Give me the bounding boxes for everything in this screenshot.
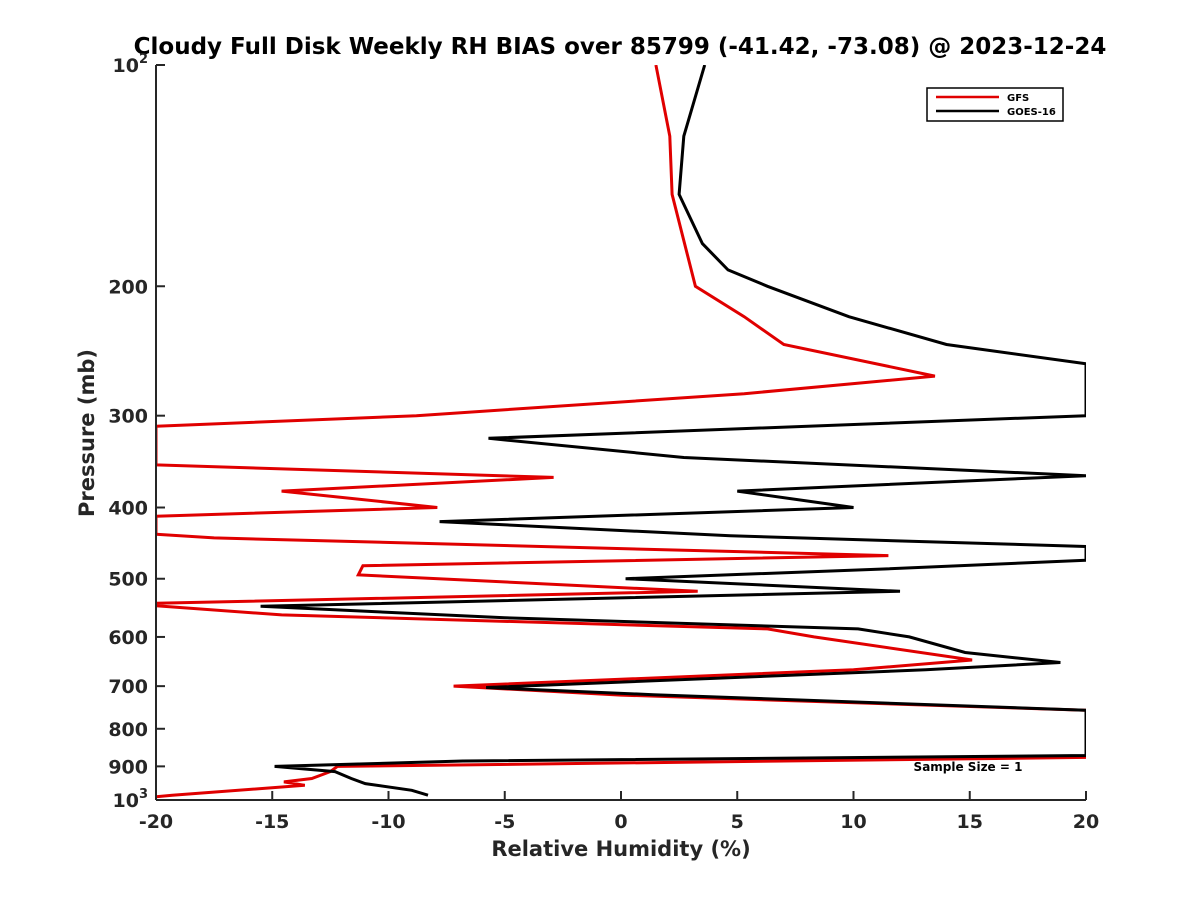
y-tick-label: 600 xyxy=(108,627,148,649)
chart-title: Cloudy Full Disk Weekly RH BIAS over 857… xyxy=(134,34,1107,60)
y-tick-label: 103 xyxy=(113,787,149,812)
y-tick-label: 200 xyxy=(108,276,148,298)
series-layer xyxy=(156,65,1086,799)
x-tick-label: -15 xyxy=(255,811,289,833)
y-tick-label: 900 xyxy=(108,756,148,778)
y-tick-label: 300 xyxy=(108,406,148,428)
x-tick-label: 20 xyxy=(1073,811,1099,833)
y-tick-label: 102 xyxy=(113,52,149,77)
sample-size-annotation: Sample Size = 1 xyxy=(914,760,1023,774)
y-tick-label: 800 xyxy=(108,719,148,741)
x-axis-label: Relative Humidity (%) xyxy=(491,837,750,861)
x-tick-label: -10 xyxy=(371,811,405,833)
legend-box xyxy=(926,87,1064,122)
x-tick-label: 10 xyxy=(840,811,866,833)
axes-layer: -20 -15 -10 -5 0 5 10 15 20 102 200 300 400 500 600 700… xyxy=(108,52,1099,833)
legend-label: GOES-16 xyxy=(1007,107,1056,118)
x-tick-label: 15 xyxy=(957,811,983,833)
series-line-goes-16 xyxy=(260,65,1086,797)
y-tick-label: 700 xyxy=(108,676,148,698)
x-tick-label: 0 xyxy=(614,811,627,833)
x-tick-label: 5 xyxy=(731,811,744,833)
y-axis-label: Pressure (mb) xyxy=(75,349,99,517)
y-tick-label: 500 xyxy=(108,569,148,591)
legend-label: GFS xyxy=(1007,93,1029,104)
legend: GFS GOES-16 xyxy=(926,87,1064,122)
series-line-gfs xyxy=(156,65,1086,799)
x-tick-label: -5 xyxy=(494,811,515,833)
x-tick-label: -20 xyxy=(139,811,173,833)
y-tick-label: 400 xyxy=(108,498,148,520)
